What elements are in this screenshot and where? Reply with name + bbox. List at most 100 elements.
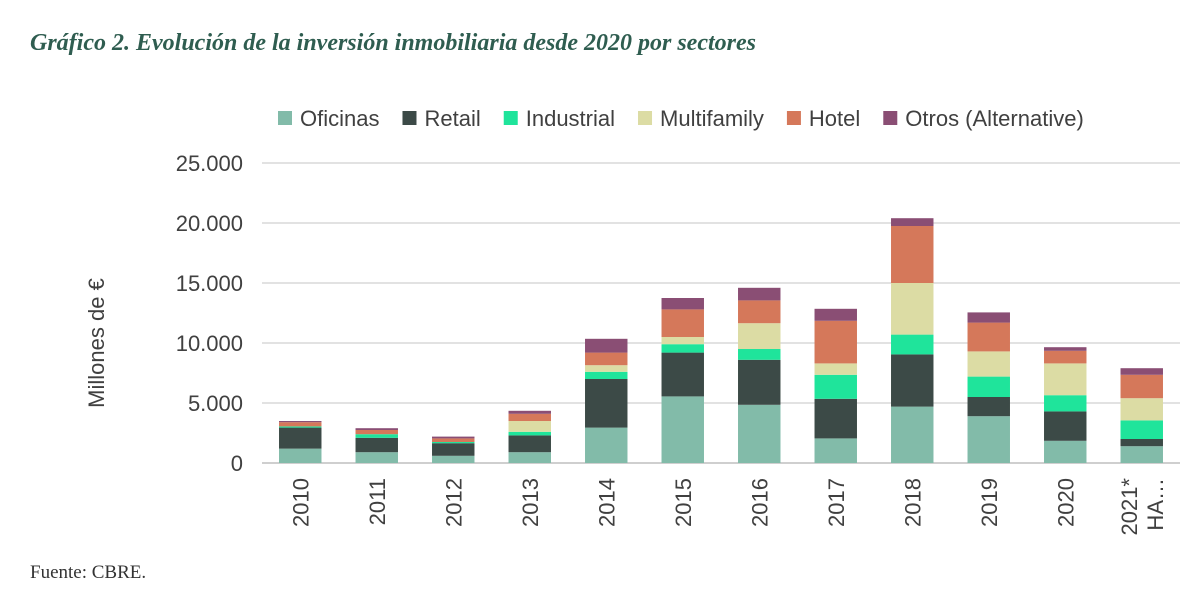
x-tick-label: 2011: [365, 478, 390, 525]
bar-segment: [1044, 411, 1087, 441]
legend: Oficinas Retail Industrial Multifamily Hotel…: [278, 106, 1084, 131]
y-axis-label: Millones de €: [84, 278, 109, 408]
y-tick-label: 15.000: [176, 271, 243, 296]
bar-segment: [432, 442, 475, 444]
bar-segment: [891, 406, 934, 463]
bar-segment: [432, 455, 475, 463]
bar-segment: [891, 354, 934, 407]
bar-segment: [661, 396, 704, 463]
x-tick-label: 2017: [824, 478, 849, 527]
bar-segment: [738, 359, 781, 405]
bar-segment: [508, 435, 551, 453]
x-tick-label-line: 2021*: [1117, 478, 1142, 536]
chart-title: Gráfico 2. Evolución de la inversión inm…: [30, 30, 756, 56]
bar-segment: [279, 448, 322, 463]
legend-item: Retail: [402, 106, 481, 131]
bar-segment: [814, 363, 857, 375]
legend-label: Retail: [424, 106, 480, 131]
legend-item: Otros (Alternative): [883, 106, 1084, 131]
bar-segment: [1044, 395, 1087, 412]
legend-item: Multifamily: [638, 106, 764, 131]
bar-segment: [585, 371, 628, 379]
legend-swatch: [402, 111, 417, 125]
bar-segment: [279, 427, 322, 449]
bar-segment: [1044, 350, 1087, 364]
bar-segment: [585, 427, 628, 463]
y-axis: 0 5.000 10.000 15.000 20.000 25.000: [176, 151, 243, 476]
bar-segment: [814, 320, 857, 364]
x-tick-label-line: HA…: [1143, 478, 1168, 531]
bar-segment: [279, 422, 322, 427]
bar-segment: [585, 365, 628, 372]
bar-segment: [279, 426, 322, 428]
y-tick-label: 20.000: [176, 211, 243, 236]
x-tick-label: 2014: [594, 478, 619, 527]
bar-segment: [814, 374, 857, 399]
bar-segment: [432, 443, 475, 456]
bar-segment: [508, 421, 551, 432]
bar-segment: [585, 352, 628, 366]
x-tick-label: 2015: [671, 478, 696, 527]
x-tick-label: 2018: [900, 478, 925, 527]
legend-label: Otros (Alternative): [905, 106, 1084, 131]
bar-segment: [432, 438, 475, 442]
legend-swatch: [638, 111, 653, 125]
bar-segment: [355, 434, 398, 438]
bar-segment: [279, 421, 322, 423]
x-tick-label: 2019: [977, 478, 1002, 527]
x-tick-label: 2021* HA…: [1117, 478, 1168, 536]
bar-segment: [967, 376, 1010, 397]
legend-swatch: [883, 111, 898, 125]
bar-segment: [661, 352, 704, 397]
x-tick-label-line: 2012: [441, 478, 466, 527]
bar-segment: [738, 404, 781, 463]
bar-segment: [661, 344, 704, 353]
x-tick-label-line: 2016: [747, 478, 772, 527]
source-note: Fuente: CBRE.: [30, 562, 147, 583]
x-tick-label-line: 2014: [594, 478, 619, 527]
legend-item: Hotel: [786, 106, 860, 131]
legend-label: Oficinas: [300, 106, 379, 131]
bar-segment: [814, 398, 857, 439]
x-tick-label-line: 2020: [1053, 478, 1078, 527]
bar-segment: [738, 300, 781, 324]
bar-segment: [814, 308, 857, 321]
bar-segment: [432, 436, 475, 439]
bar-segment: [967, 312, 1010, 323]
bar-segment: [355, 428, 398, 430]
x-tick-label: 2020: [1053, 478, 1078, 527]
bar-segment: [661, 309, 704, 337]
bar-segment: [1044, 440, 1087, 463]
bar-segment: [355, 430, 398, 435]
bar-segment: [1120, 420, 1163, 439]
x-tick-label-line: 2011: [365, 478, 390, 525]
x-tick-label: 2012: [441, 478, 466, 527]
bar-segment: [1120, 446, 1163, 463]
y-tick-label: 5.000: [188, 391, 243, 416]
bar-segment: [1120, 368, 1163, 375]
x-tick-label-line: 2019: [977, 478, 1002, 527]
y-tick-label: 10.000: [176, 331, 243, 356]
bar-segment: [661, 298, 704, 310]
bar-segment: [738, 323, 781, 349]
x-tick-label-line: 2015: [671, 478, 696, 527]
bar-segment: [891, 334, 934, 355]
x-tick-label: 2013: [518, 478, 543, 527]
legend-swatch: [278, 111, 292, 125]
y-tick-label: 25.000: [176, 151, 243, 176]
bar-segment: [967, 322, 1010, 352]
legend-swatch: [503, 111, 518, 125]
bar-segment: [508, 413, 551, 421]
x-tick-label-line: 2017: [824, 478, 849, 527]
x-tick-label: 2010: [288, 478, 313, 527]
bar-segment: [1044, 363, 1087, 396]
bar-segment: [891, 283, 934, 335]
x-tick-label-line: 2018: [900, 478, 925, 527]
bar-segment: [585, 379, 628, 428]
bar-segment: [967, 416, 1010, 463]
legend-label: Multifamily: [660, 106, 764, 131]
legend-label: Hotel: [809, 106, 860, 131]
bars: [279, 218, 1163, 463]
y-tick-label: 0: [231, 451, 243, 476]
